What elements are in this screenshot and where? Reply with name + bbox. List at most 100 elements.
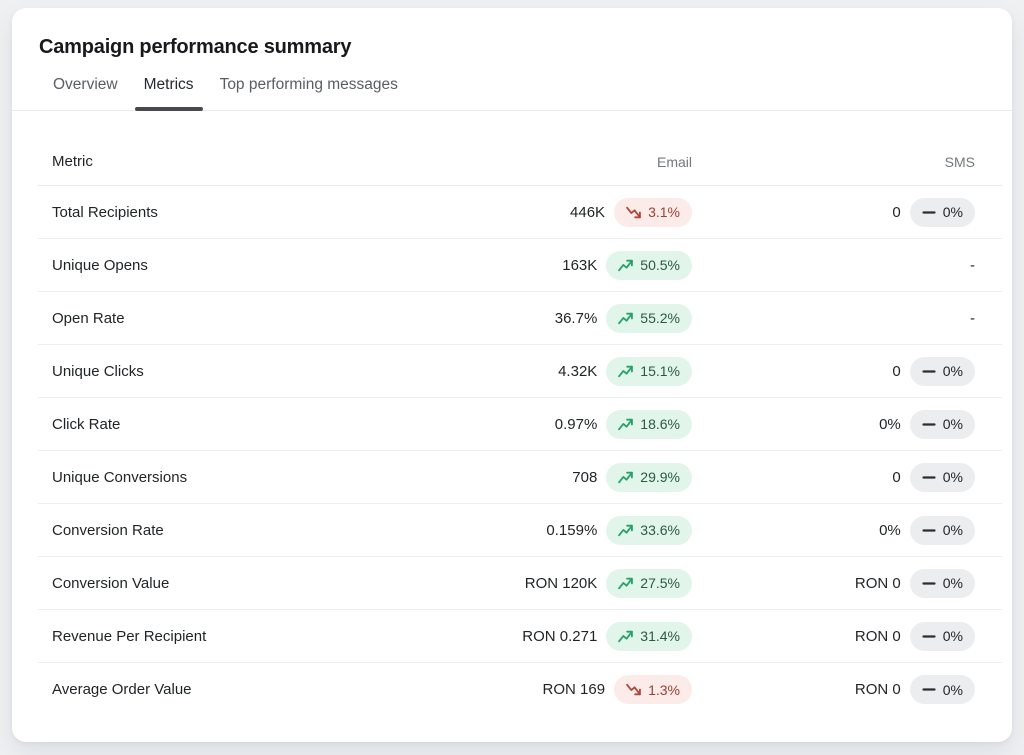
email-value: 0.97%: [554, 415, 598, 433]
email-change-percent: 3.1%: [648, 204, 680, 220]
email-value: 4.32K: [558, 362, 598, 380]
email-change-badge: 31.4%: [606, 621, 692, 651]
email-change-badge: 3.1%: [614, 197, 692, 227]
sms-change-percent: 0%: [942, 416, 963, 432]
email-cell: 36.7% 55.2%: [472, 303, 692, 333]
sms-change-badge: 0%: [909, 515, 975, 545]
trending-up-icon: [618, 418, 634, 431]
sms-change-badge: 0%: [909, 356, 975, 386]
column-header-email: Email: [656, 153, 692, 170]
email-cell: RON 169 1.3%: [472, 675, 692, 704]
table-body: Total Recipients 446K 3.1% 0 0% Unique O…: [38, 186, 1002, 716]
table-row: Unique Opens 163K 50.5% -: [38, 239, 1002, 292]
email-change-percent: 27.5%: [640, 575, 680, 591]
sms-cell: 0 0%: [692, 197, 1002, 227]
email-change-badge: 1.3%: [614, 675, 692, 704]
sms-change-badge: 0%: [909, 675, 975, 704]
email-change-percent: 33.6%: [640, 522, 680, 538]
email-change-badge: 55.2%: [606, 303, 692, 333]
sms-change-badge: 0%: [909, 409, 975, 439]
sms-cell: 0% 0%: [692, 515, 1002, 545]
dash-icon: [922, 365, 936, 378]
email-cell: RON 0.271 31.4%: [472, 621, 692, 651]
sms-change-percent: 0%: [942, 575, 963, 591]
email-cell: 4.32K 15.1%: [472, 356, 692, 386]
email-value: RON 0.271: [522, 627, 598, 645]
metric-name: Unique Clicks: [52, 362, 144, 380]
sms-value: 0: [892, 468, 901, 486]
sms-cell: RON 0 0%: [692, 568, 1002, 598]
sms-value: 0: [892, 362, 901, 380]
metrics-table: Metric Email SMS Total Recipients 446K 3…: [38, 138, 1002, 716]
table-header-row: Metric Email SMS: [38, 138, 1002, 186]
metric-name: Unique Opens: [52, 256, 148, 274]
metric-name: Conversion Rate: [52, 521, 164, 539]
table-row: Click Rate 0.97% 18.6% 0% 0%: [38, 398, 1002, 451]
sms-cell: 0 0%: [692, 462, 1002, 492]
trending-up-icon: [618, 577, 634, 590]
sms-change-badge: 0%: [909, 197, 975, 227]
sms-value: RON 0: [854, 627, 901, 645]
metric-name: Conversion Value: [52, 574, 170, 592]
email-value: 446K: [570, 203, 606, 221]
tab-bar: Overview Metrics Top performing messages: [53, 76, 1012, 111]
email-cell: 708 29.9%: [472, 462, 692, 492]
trending-up-icon: [618, 365, 634, 378]
dash-icon: [922, 418, 936, 431]
sms-cell: RON 0 0%: [692, 621, 1002, 651]
sms-change-percent: 0%: [942, 628, 963, 644]
tab-overview[interactable]: Overview: [53, 76, 118, 93]
dash-icon: [922, 630, 936, 643]
sms-cell: -: [692, 257, 1002, 274]
email-change-percent: 50.5%: [640, 257, 680, 273]
column-header-sms: SMS: [944, 153, 975, 170]
email-change-badge: 15.1%: [606, 356, 692, 386]
sms-cell: RON 0 0%: [692, 675, 1002, 704]
email-change-badge: 27.5%: [606, 568, 692, 598]
metric-name: Unique Conversions: [52, 468, 188, 486]
sms-value: -: [970, 309, 975, 327]
metric-name: Total Recipients: [52, 203, 158, 221]
dash-icon: [922, 206, 936, 219]
email-value: 163K: [562, 256, 598, 274]
sms-change-badge: 0%: [909, 462, 975, 492]
metric-name: Revenue Per Recipient: [52, 627, 207, 645]
table-row: Unique Clicks 4.32K 15.1% 0 0%: [38, 345, 1002, 398]
sms-change-badge: 0%: [909, 621, 975, 651]
email-cell: 446K 3.1%: [472, 197, 692, 227]
trending-up-icon: [618, 630, 634, 643]
trending-up-icon: [618, 312, 634, 325]
sms-change-percent: 0%: [942, 522, 963, 538]
table-row: Total Recipients 446K 3.1% 0 0%: [38, 186, 1002, 239]
sms-change-percent: 0%: [942, 681, 963, 698]
table-row: Unique Conversions 708 29.9% 0 0%: [38, 451, 1002, 504]
dash-icon: [922, 683, 936, 696]
trending-up-icon: [618, 524, 634, 537]
campaign-summary-card: Campaign performance summary Overview Me…: [12, 8, 1012, 742]
email-change-badge: 33.6%: [606, 515, 692, 545]
tab-metrics[interactable]: Metrics: [134, 76, 203, 111]
sms-value: 0%: [879, 415, 901, 433]
email-cell: RON 120K 27.5%: [472, 568, 692, 598]
page-title: Campaign performance summary: [39, 36, 352, 58]
trending-down-icon: [626, 206, 641, 219]
metric-name: Average Order Value: [52, 681, 192, 698]
tabbar-divider: [12, 110, 1012, 111]
email-change-percent: 15.1%: [640, 363, 680, 379]
email-cell: 0.97% 18.6%: [472, 409, 692, 439]
sms-value: 0: [892, 203, 901, 221]
trending-down-icon: [626, 683, 641, 696]
sms-value: RON 0: [854, 681, 901, 698]
dash-icon: [922, 471, 936, 484]
tab-top-performing-messages[interactable]: Top performing messages: [219, 76, 398, 93]
email-change-percent: 18.6%: [640, 416, 680, 432]
email-change-badge: 50.5%: [606, 250, 692, 280]
email-change-badge: 18.6%: [606, 409, 692, 439]
metric-name: Open Rate: [52, 309, 125, 327]
email-value: 708: [572, 468, 598, 486]
dash-icon: [922, 577, 936, 590]
email-change-percent: 1.3%: [648, 681, 680, 698]
email-value: RON 120K: [524, 574, 598, 592]
email-cell: 0.159% 33.6%: [472, 515, 692, 545]
email-change-percent: 31.4%: [640, 628, 680, 644]
